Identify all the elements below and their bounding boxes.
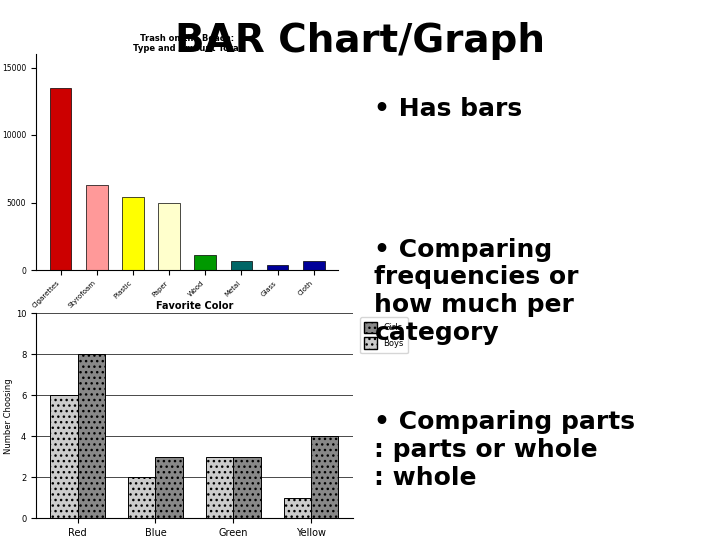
Bar (311, 436, 338, 518)
Bar (78, 354, 105, 518)
Bar (233, 457, 261, 518)
Text: • Has bars: • Has bars (374, 97, 523, 121)
Bar (50, 87, 71, 270)
Bar (230, 261, 252, 270)
Text: • Comparing parts
: parts or whole
: whole: • Comparing parts : parts or whole : who… (374, 410, 636, 490)
Y-axis label: Number Choosing: Number Choosing (4, 378, 13, 454)
Bar (128, 477, 156, 518)
Title: Favorite Color: Favorite Color (156, 301, 233, 311)
Bar (284, 498, 311, 518)
Bar (50, 395, 78, 518)
Legend: Girls, Boys: Girls, Boys (360, 318, 408, 354)
Bar (86, 185, 107, 270)
Bar (267, 265, 289, 270)
Title: Trash on the Beach:
Type and Amount Total: Trash on the Beach: Type and Amount Tota… (133, 34, 241, 53)
Bar (158, 202, 180, 270)
Bar (122, 197, 144, 270)
Text: BAR Chart/Graph: BAR Chart/Graph (175, 22, 545, 59)
Bar (194, 255, 216, 270)
Text: • Comparing
frequencies or
how much per
category: • Comparing frequencies or how much per … (374, 238, 579, 345)
Bar (156, 457, 183, 518)
Bar (303, 261, 325, 270)
Bar (206, 457, 233, 518)
